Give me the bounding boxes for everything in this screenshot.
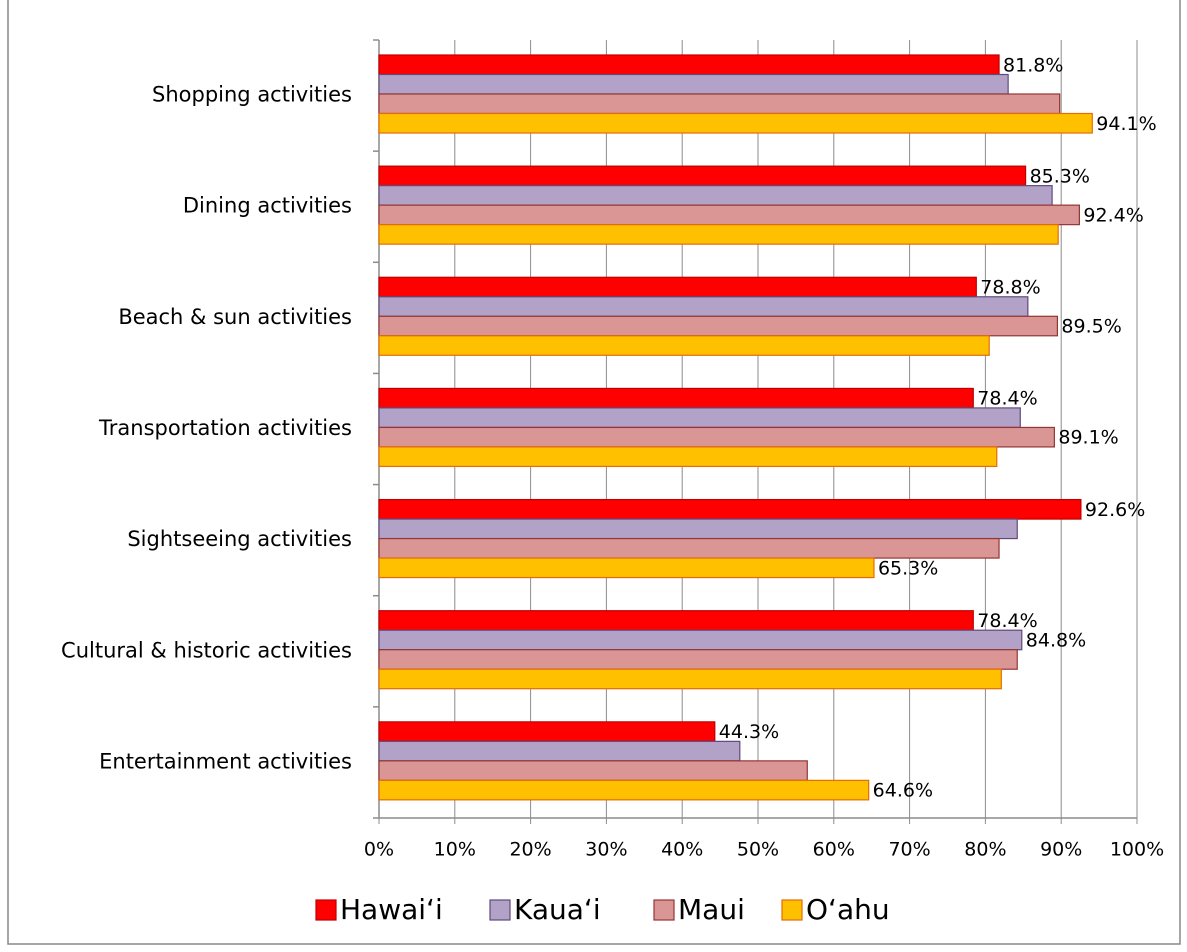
bar [378, 73, 1009, 95]
bar [378, 54, 1000, 76]
bar [378, 779, 870, 801]
bar [378, 276, 977, 298]
bar [378, 315, 1059, 337]
bar [378, 407, 1021, 429]
bar [378, 498, 1082, 520]
bar [378, 557, 875, 579]
bar [378, 296, 1029, 317]
x-tick-label: 20% [509, 839, 551, 861]
x-tick-label: 50% [737, 839, 779, 861]
legend-label: Maui [678, 893, 745, 926]
data-label: 64.6% [873, 780, 933, 802]
category-label: Sightseeing activities [127, 527, 352, 551]
bar [378, 610, 974, 631]
data-label: 44.3% [719, 721, 779, 743]
bar [378, 93, 1061, 115]
legend-swatch [781, 899, 803, 921]
category-label: Dining activities [183, 194, 352, 218]
x-tick-label: 30% [585, 839, 627, 861]
bar [378, 387, 974, 409]
data-label: 81.8% [1003, 54, 1063, 76]
bar [378, 537, 1000, 559]
data-label: 78.4% [977, 610, 1037, 632]
category-label: Shopping activities [152, 83, 352, 107]
bar [378, 721, 716, 742]
bar [378, 112, 1093, 134]
legend-swatch [653, 899, 675, 921]
x-tick-label: 70% [888, 839, 930, 861]
data-label: 89.1% [1058, 427, 1118, 449]
chart-border [7, 0, 1181, 945]
data-label: 85.3% [1030, 165, 1090, 187]
x-tick-label: 10% [434, 839, 476, 861]
category-label: Beach & sun activities [118, 305, 352, 329]
bar [378, 740, 741, 762]
legend-label: Oʻahu [806, 893, 890, 926]
data-label: 92.4% [1083, 204, 1143, 226]
x-tick-label: 100% [1110, 839, 1164, 861]
bar [378, 335, 990, 356]
data-label: 94.1% [1096, 113, 1156, 135]
x-tick-label: 0% [364, 839, 394, 861]
bar [378, 224, 1059, 245]
data-label: 78.8% [980, 277, 1040, 299]
legend-label: Kauaʻi [514, 893, 601, 926]
bar [378, 649, 1018, 670]
bar [378, 165, 1027, 187]
bar [378, 760, 808, 781]
category-label: Cultural & historic activities [61, 638, 352, 662]
bar [378, 629, 1023, 651]
category-label: Entertainment activities [99, 749, 352, 773]
x-tick-label: 90% [1040, 839, 1082, 861]
bar [378, 446, 998, 468]
data-label: 84.8% [1026, 629, 1086, 651]
bar [378, 668, 1002, 690]
data-label: 89.5% [1061, 316, 1121, 338]
x-tick-label: 60% [813, 839, 855, 861]
x-tick-label: 40% [661, 839, 703, 861]
bar [378, 518, 1018, 540]
data-label: 65.3% [878, 557, 938, 579]
legend-swatch [489, 899, 511, 921]
legend-label: Hawaiʻi [340, 893, 443, 926]
x-tick-label: 80% [964, 839, 1006, 861]
bar [378, 426, 1055, 448]
bar [378, 185, 1053, 206]
bar [378, 204, 1080, 226]
legend-swatch [315, 899, 337, 921]
data-label: 78.4% [977, 388, 1037, 410]
data-label: 92.6% [1085, 499, 1145, 521]
category-label: Transportation activities [98, 416, 352, 440]
